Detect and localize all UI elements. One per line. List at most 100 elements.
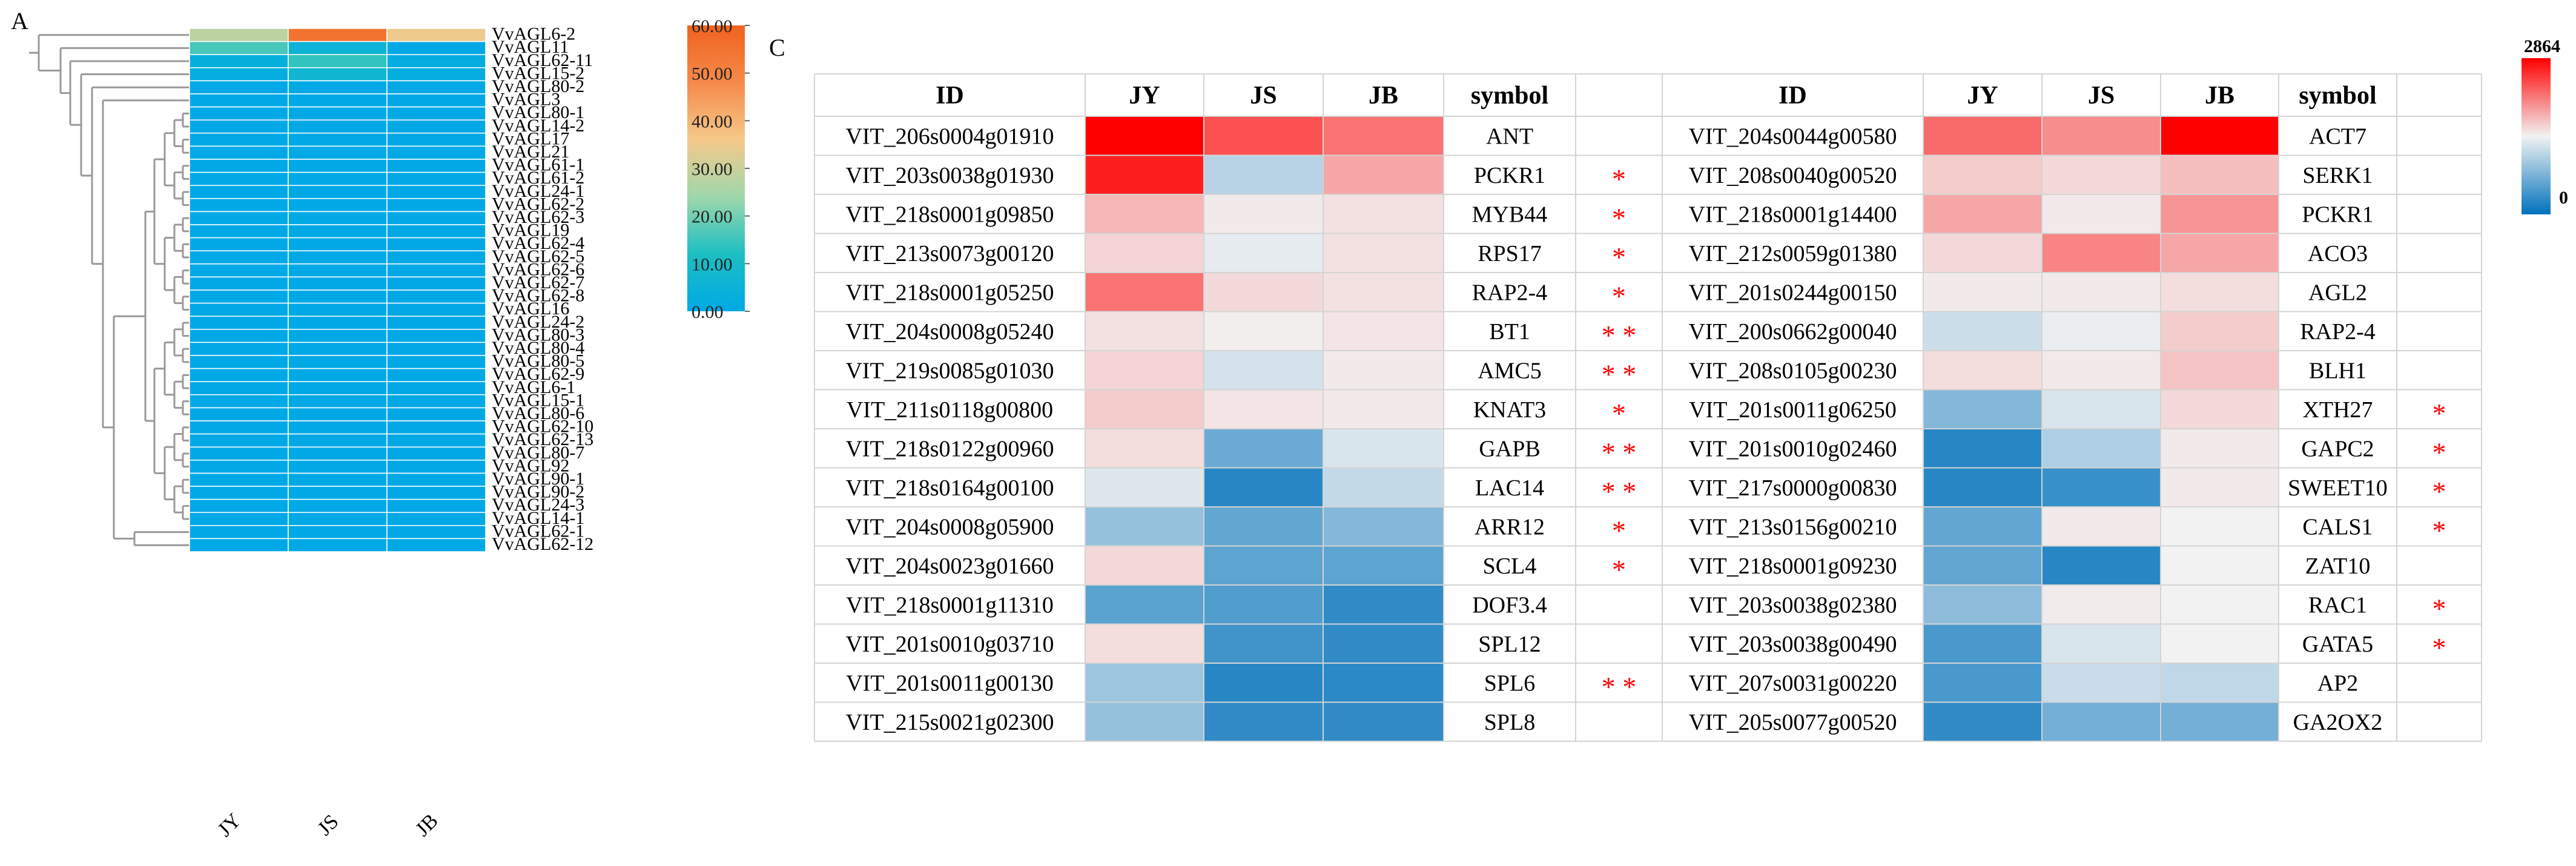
- heatmap-a-cell: [288, 420, 388, 435]
- table-heat-cell-right: [2161, 233, 2279, 273]
- table-symbol-left: LAC14: [1475, 475, 1544, 501]
- heatmap-a-cell: [189, 93, 289, 108]
- table-id-right: VIT_218s0001g09230: [1688, 554, 1897, 579]
- table-heat-cell-right: [1923, 233, 2042, 273]
- heatmap-a-cell: [189, 381, 289, 395]
- heatmap-a-cell: [189, 446, 289, 461]
- heatmap-c-colorbar-max: 2864: [2524, 36, 2560, 56]
- table-heat-cell-right: [2161, 273, 2279, 312]
- heatmap-a-cell: [189, 211, 289, 225]
- heatmap-a-row-label: VvAGL61-2: [492, 168, 584, 188]
- heatmap-a-row-label: VvAGL16: [492, 299, 569, 319]
- table-symbol-left: BT1: [1489, 319, 1530, 345]
- table-header-left: symbol: [1471, 82, 1548, 110]
- table-heat-cell-left: [1085, 429, 1204, 468]
- table-symbol-right: XTH27: [2302, 397, 2373, 423]
- table-id-left: VIT_204s0008g05900: [845, 514, 1054, 540]
- heatmap-a-cell: [288, 159, 388, 173]
- table-symbol-right: GATA5: [2302, 632, 2373, 657]
- table-id-right: VIT_212s0059g01380: [1688, 241, 1897, 266]
- heatmap-a-row-label: VvAGL62-5: [492, 246, 584, 266]
- heatmap-a-cell: [386, 106, 486, 121]
- table-id-right: VIT_217s0000g00830: [1688, 475, 1897, 501]
- heatmap-a-row-label: VvAGL62-6: [492, 259, 584, 279]
- table-id-left: VIT_213s0073g00120: [845, 241, 1054, 266]
- heatmap-a-cell: [288, 394, 388, 409]
- table-heat-cell-left: [1323, 507, 1444, 546]
- heatmap-a-row-label: VvAGL62-11: [492, 50, 593, 70]
- table-heat-cell-left: [1323, 116, 1444, 156]
- table-heat-cell-left: [1323, 389, 1444, 429]
- significance-mark-right: *: [2432, 593, 2446, 624]
- heatmap-a-cell: [189, 237, 289, 251]
- heatmap-a-cell: [288, 224, 388, 239]
- heatmap-a-column-label: JY: [214, 809, 246, 841]
- table-heat-cell-left: [1204, 663, 1323, 702]
- significance-mark-left: * *: [1602, 320, 1637, 351]
- table-heat-cell-left: [1085, 351, 1204, 390]
- table-symbol-left: SPL8: [1484, 710, 1535, 735]
- table-heat-cell-left: [1085, 311, 1204, 351]
- heatmap-a-cell: [189, 420, 289, 435]
- table-heat-cell-left: [1323, 585, 1444, 624]
- table-id-left: VIT_201s0010g03710: [845, 632, 1054, 657]
- heatmap-a-cell: [189, 368, 289, 382]
- table-heat-cell-left: [1204, 155, 1323, 194]
- heatmap-a-row-label: VvAGL3: [492, 90, 560, 110]
- heatmap-a-row-label: VvAGL24-1: [492, 181, 584, 201]
- table-heat-cell-right: [2042, 585, 2161, 624]
- heatmap-a-cell: [288, 41, 388, 55]
- table-heat-cell-right: [1923, 429, 2042, 468]
- table-symbol-left: GAPB: [1479, 436, 1540, 461]
- significance-mark-left: *: [1612, 280, 1626, 311]
- table-heat-cell-right: [2161, 116, 2279, 156]
- heatmap-a-cell: [386, 420, 486, 435]
- table-symbol-right: AGL2: [2308, 280, 2367, 305]
- heatmap-a-colorbar-tick-label: 20.00: [692, 207, 733, 227]
- heatmap-a-cell: [386, 41, 486, 55]
- heatmap-a-cell: [288, 512, 388, 526]
- table-id-left: VIT_218s0122g00960: [845, 436, 1054, 461]
- table-heat-cell-right: [2161, 194, 2279, 234]
- table-heat-cell-left: [1323, 546, 1444, 585]
- table-header-right: JS: [2088, 82, 2115, 110]
- table-id-left: VIT_218s0164g00100: [845, 475, 1054, 501]
- heatmap-a-cell: [386, 133, 486, 147]
- heatmap-a-cell: [189, 198, 289, 213]
- heatmap-a-cell: [386, 289, 486, 304]
- table-symbol-right: RAP2-4: [2300, 319, 2376, 345]
- heatmap-a-cell: [189, 185, 289, 199]
- heatmap-a-cell: [288, 498, 388, 513]
- heatmap-a-row-label: VvAGL62-13: [492, 429, 593, 449]
- significance-mark-left: * *: [1602, 437, 1637, 468]
- table-symbol-left: ARR12: [1475, 514, 1545, 540]
- heatmap-a-cell: [386, 342, 486, 356]
- heatmap-a-cell: [386, 407, 486, 421]
- heatmap-a-cell: [189, 119, 289, 134]
- table-heat-cell-right: [2161, 389, 2279, 429]
- table-header-left: ID: [936, 82, 964, 110]
- table-id-left: VIT_204s0008g05240: [845, 319, 1054, 345]
- heatmap-a-cell: [288, 381, 388, 395]
- table-heat-cell-right: [1923, 546, 2042, 585]
- table-heat-cell-left: [1085, 624, 1204, 663]
- table-symbol-right: GA2OX2: [2293, 710, 2383, 735]
- table-heat-cell-left: [1085, 663, 1204, 702]
- table-heat-cell-left: [1085, 507, 1204, 546]
- table-symbol-left: ANT: [1486, 124, 1533, 149]
- heatmap-a-colorbar: [687, 25, 745, 311]
- heatmap-a-cell: [189, 460, 289, 474]
- significance-mark-left: *: [1612, 515, 1626, 546]
- heatmap-a-row-label: VvAGL15-1: [492, 390, 584, 410]
- table-heat-cell-left: [1204, 116, 1323, 156]
- heatmap-a-cell: [386, 93, 486, 108]
- heatmap-a-row-label: VvAGL61-1: [492, 155, 584, 175]
- heatmap-a-column-label: JS: [314, 810, 343, 840]
- table-heat-cell-left: [1323, 429, 1444, 468]
- table-heat-cell-right: [2161, 155, 2279, 194]
- table-heat-cell-left: [1323, 351, 1444, 390]
- heatmap-a-colorbar-tick-label: 30.00: [692, 159, 733, 179]
- heatmap-a-column-labels: JY JS JB: [214, 809, 443, 841]
- table-heat-cell-left: [1204, 585, 1323, 624]
